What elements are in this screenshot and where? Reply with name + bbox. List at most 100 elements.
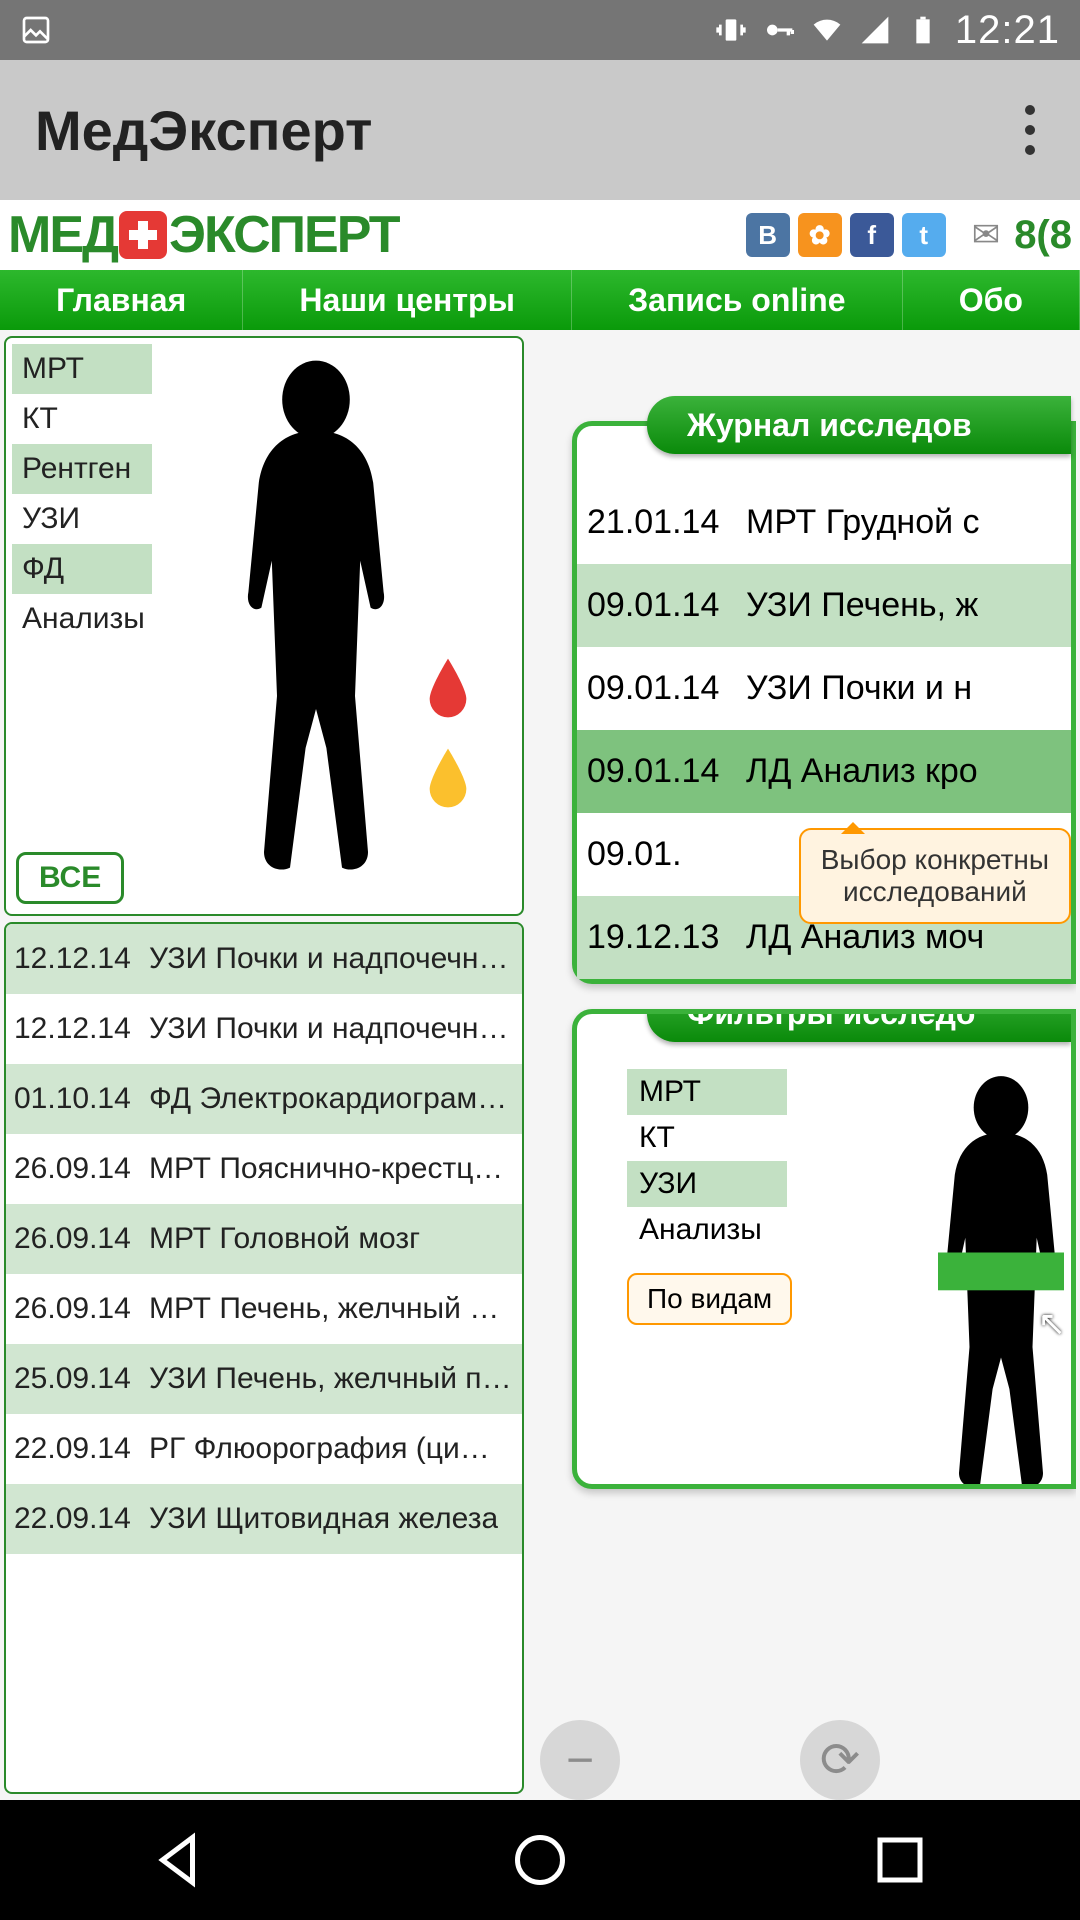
wifi-icon (811, 14, 843, 46)
mini-filter-item[interactable]: МРТ (627, 1069, 787, 1115)
logo[interactable]: МЕД ЭКСПЕРТ (8, 205, 398, 265)
history-label: МРТ Печень, желчный пу... (149, 1292, 514, 1326)
history-label: ФД Электрокардиограмм... (149, 1082, 514, 1116)
phone-partial: 8(8 (1014, 213, 1072, 258)
vibrate-icon (715, 14, 747, 46)
history-date: 12.12.14 (14, 1012, 139, 1046)
history-row[interactable]: 22.09.14 УЗИ Щитовидная железа (6, 1484, 522, 1554)
history-row[interactable]: 01.10.14 ФД Электрокардиограмм... (6, 1064, 522, 1134)
tooltip-line1: Выбор конкретны (821, 844, 1049, 876)
battery-icon (907, 14, 939, 46)
nav-tab-about[interactable]: Обо (903, 270, 1080, 330)
mail-icon[interactable]: ✉ (972, 215, 1001, 255)
twitter-icon[interactable]: t (902, 213, 946, 257)
ok-icon[interactable]: ✿ (798, 213, 842, 257)
vpn-key-icon (763, 14, 795, 46)
history-row[interactable]: 12.12.14 УЗИ Почки и надпочечни... (6, 924, 522, 994)
journal-date: 09.01.14 (587, 586, 732, 625)
body-silhouette-icon[interactable] (186, 348, 446, 888)
history-date: 22.09.14 (14, 1502, 139, 1536)
vk-icon[interactable]: B (746, 213, 790, 257)
urine-drop-icon[interactable] (426, 748, 470, 808)
filter-item[interactable]: МРТ (12, 344, 152, 394)
history-label: МРТ Пояснично-крестцов... (149, 1152, 514, 1186)
history-row[interactable]: 22.09.14 РГ Флюорография (цифр... (6, 1414, 522, 1484)
android-nav-bar (0, 1800, 1080, 1920)
history-row[interactable]: 26.09.14 МРТ Головной мозг (6, 1204, 522, 1274)
filter-item[interactable]: ФД (12, 544, 152, 594)
filter-all-button[interactable]: ВСЕ (16, 852, 124, 904)
journal-label: МРТ Грудной с (746, 503, 980, 542)
menu-button[interactable] (1015, 95, 1045, 165)
filter-item[interactable]: Рентген (12, 444, 152, 494)
history-date: 01.10.14 (14, 1082, 139, 1116)
history-label: МРТ Головной мозг (149, 1222, 420, 1256)
logo-part2: ЭКСПЕРТ (169, 205, 398, 265)
journal-row[interactable]: 09.01.14 ЛД Анализ кро (577, 730, 1071, 813)
logo-part1: МЕД (8, 205, 117, 265)
journal-row[interactable]: 09.01.14 УЗИ Печень, ж (577, 564, 1071, 647)
cursor-icon: ↖ (1038, 1304, 1067, 1344)
journal-label: ЛД Анализ кро (746, 752, 978, 791)
mini-filter-item[interactable]: КТ (627, 1115, 787, 1161)
journal-date: 09.01.14 (587, 669, 732, 708)
zoom-in-button[interactable]: ⟳ (800, 1720, 880, 1800)
journal-header: Журнал исследов (647, 396, 1071, 454)
history-date: 26.09.14 (14, 1152, 139, 1186)
history-row[interactable]: 25.09.14 УЗИ Печень, желчный пуз... (6, 1344, 522, 1414)
mini-filters-header: Фильтры исследо (647, 1009, 1071, 1042)
history-label: УЗИ Почки и надпочечни... (149, 942, 514, 976)
mini-filters-panel: Фильтры исследо МРТКТУЗИАнализы По видам… (572, 1009, 1076, 1489)
journal-label: УЗИ Почки и н (746, 669, 972, 708)
history-label: УЗИ Щитовидная железа (149, 1502, 498, 1536)
history-label: РГ Флюорография (цифр... (149, 1432, 514, 1466)
journal-date: 21.01.14 (587, 503, 732, 542)
history-row[interactable]: 26.09.14 МРТ Пояснично-крестцов... (6, 1134, 522, 1204)
image-icon (20, 14, 52, 46)
nav-tabs: Главная Наши центры Запись online Обо (0, 270, 1080, 330)
journal-panel: Журнал исследов 21.01.14МРТ Грудной с09.… (572, 421, 1076, 984)
journal-label: УЗИ Печень, ж (746, 586, 978, 625)
nav-tab-main[interactable]: Главная (0, 270, 243, 330)
history-date: 22.09.14 (14, 1432, 139, 1466)
app-bar: МедЭксперт (0, 60, 1080, 200)
zoom-out-button[interactable]: − (540, 1720, 620, 1800)
history-row[interactable]: 12.12.14 УЗИ Почки и надпочечни... (6, 994, 522, 1064)
history-list[interactable]: 12.12.14УЗИ Почки и надпочечни...12.12.1… (4, 922, 524, 1794)
journal-date: 09.01. (587, 835, 732, 874)
status-time: 12:21 (955, 8, 1060, 53)
zoom-controls: − ⟳ (540, 1720, 880, 1800)
mini-filter-item[interactable]: Анализы (627, 1207, 787, 1253)
filter-item[interactable]: УЗИ (12, 494, 152, 544)
journal-date: 19.12.13 (587, 918, 732, 957)
filter-item[interactable]: Анализы (12, 594, 152, 644)
home-button[interactable] (510, 1830, 570, 1890)
history-date: 26.09.14 (14, 1222, 139, 1256)
journal-row[interactable]: 21.01.14 МРТ Грудной с (577, 481, 1071, 564)
signal-icon (859, 14, 891, 46)
app-title: МедЭксперт (35, 98, 372, 163)
journal-tooltip: Выбор конкретны исследований (799, 828, 1071, 924)
android-status-bar: 12:21 (0, 0, 1080, 60)
nav-tab-booking[interactable]: Запись online (572, 270, 903, 330)
logo-row: МЕД ЭКСПЕРТ B ✿ f t ✉ 8(8 (0, 200, 1080, 270)
mini-filter-item[interactable]: УЗИ (627, 1161, 787, 1207)
filter-type-button[interactable]: По видам (627, 1273, 792, 1325)
journal-date: 09.01.14 (587, 752, 732, 791)
blood-drop-icon[interactable] (426, 658, 470, 718)
history-date: 25.09.14 (14, 1362, 139, 1396)
facebook-icon[interactable]: f (850, 213, 894, 257)
recent-button[interactable] (870, 1830, 930, 1890)
history-label: УЗИ Почки и надпочечни... (149, 1012, 514, 1046)
nav-tab-centers[interactable]: Наши центры (243, 270, 572, 330)
logo-plus-icon (119, 211, 167, 259)
journal-row[interactable]: 09.01.14 УЗИ Почки и н (577, 647, 1071, 730)
history-label: УЗИ Печень, желчный пуз... (149, 1362, 514, 1396)
tooltip-line2: исследований (821, 876, 1049, 908)
mini-body-silhouette-icon[interactable] (871, 1074, 1076, 1489)
back-button[interactable] (150, 1830, 210, 1890)
history-date: 26.09.14 (14, 1292, 139, 1326)
filter-item[interactable]: КТ (12, 394, 152, 444)
history-date: 12.12.14 (14, 942, 139, 976)
history-row[interactable]: 26.09.14 МРТ Печень, желчный пу... (6, 1274, 522, 1344)
